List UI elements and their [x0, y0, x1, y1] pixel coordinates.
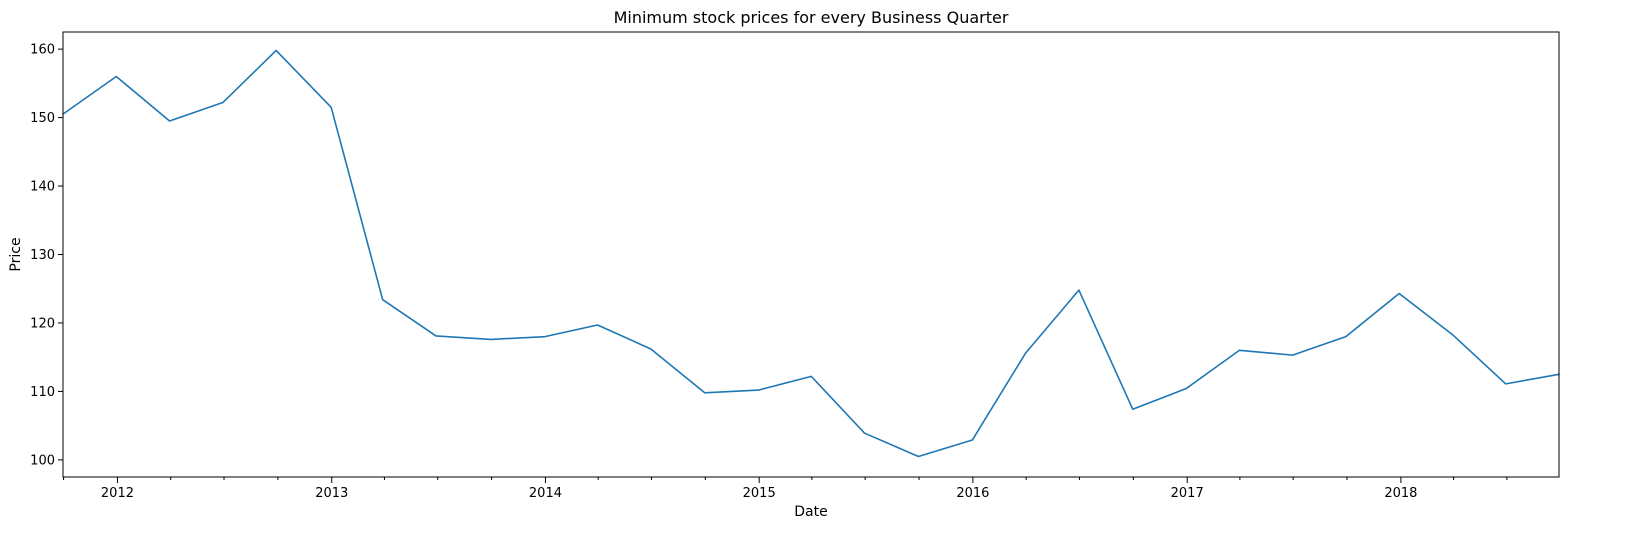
x-tick-label: 2012: [101, 486, 134, 501]
x-tick-label: 2017: [1171, 486, 1204, 501]
series-line: [62, 49, 1560, 458]
y-tick-label: 110: [30, 385, 55, 400]
x-tick-label: 2015: [743, 486, 776, 501]
x-tick-label: 2013: [315, 486, 348, 501]
series-layer: [62, 49, 1560, 458]
plot-frame: [62, 31, 1560, 478]
y-tick-label: 120: [30, 316, 55, 331]
x-tick-label: 2018: [1384, 486, 1417, 501]
y-tick-label: 150: [30, 111, 55, 126]
y-tick-label: 160: [30, 43, 55, 58]
y-tick-label: 140: [30, 180, 55, 195]
x-tick-label: 2014: [529, 486, 562, 501]
y-tick-label: 130: [30, 248, 55, 263]
x-tick-label: 2016: [956, 486, 989, 501]
ticks-layer: 100 110 120 130 140 150 160 2012 2013 2014 2015 201…: [30, 43, 1508, 501]
chart-title: Minimum stock prices for every Business …: [614, 8, 1009, 27]
y-tick-label: 100: [30, 453, 55, 468]
y-axis-label: Price: [8, 237, 24, 271]
x-axis-label: Date: [794, 504, 827, 520]
